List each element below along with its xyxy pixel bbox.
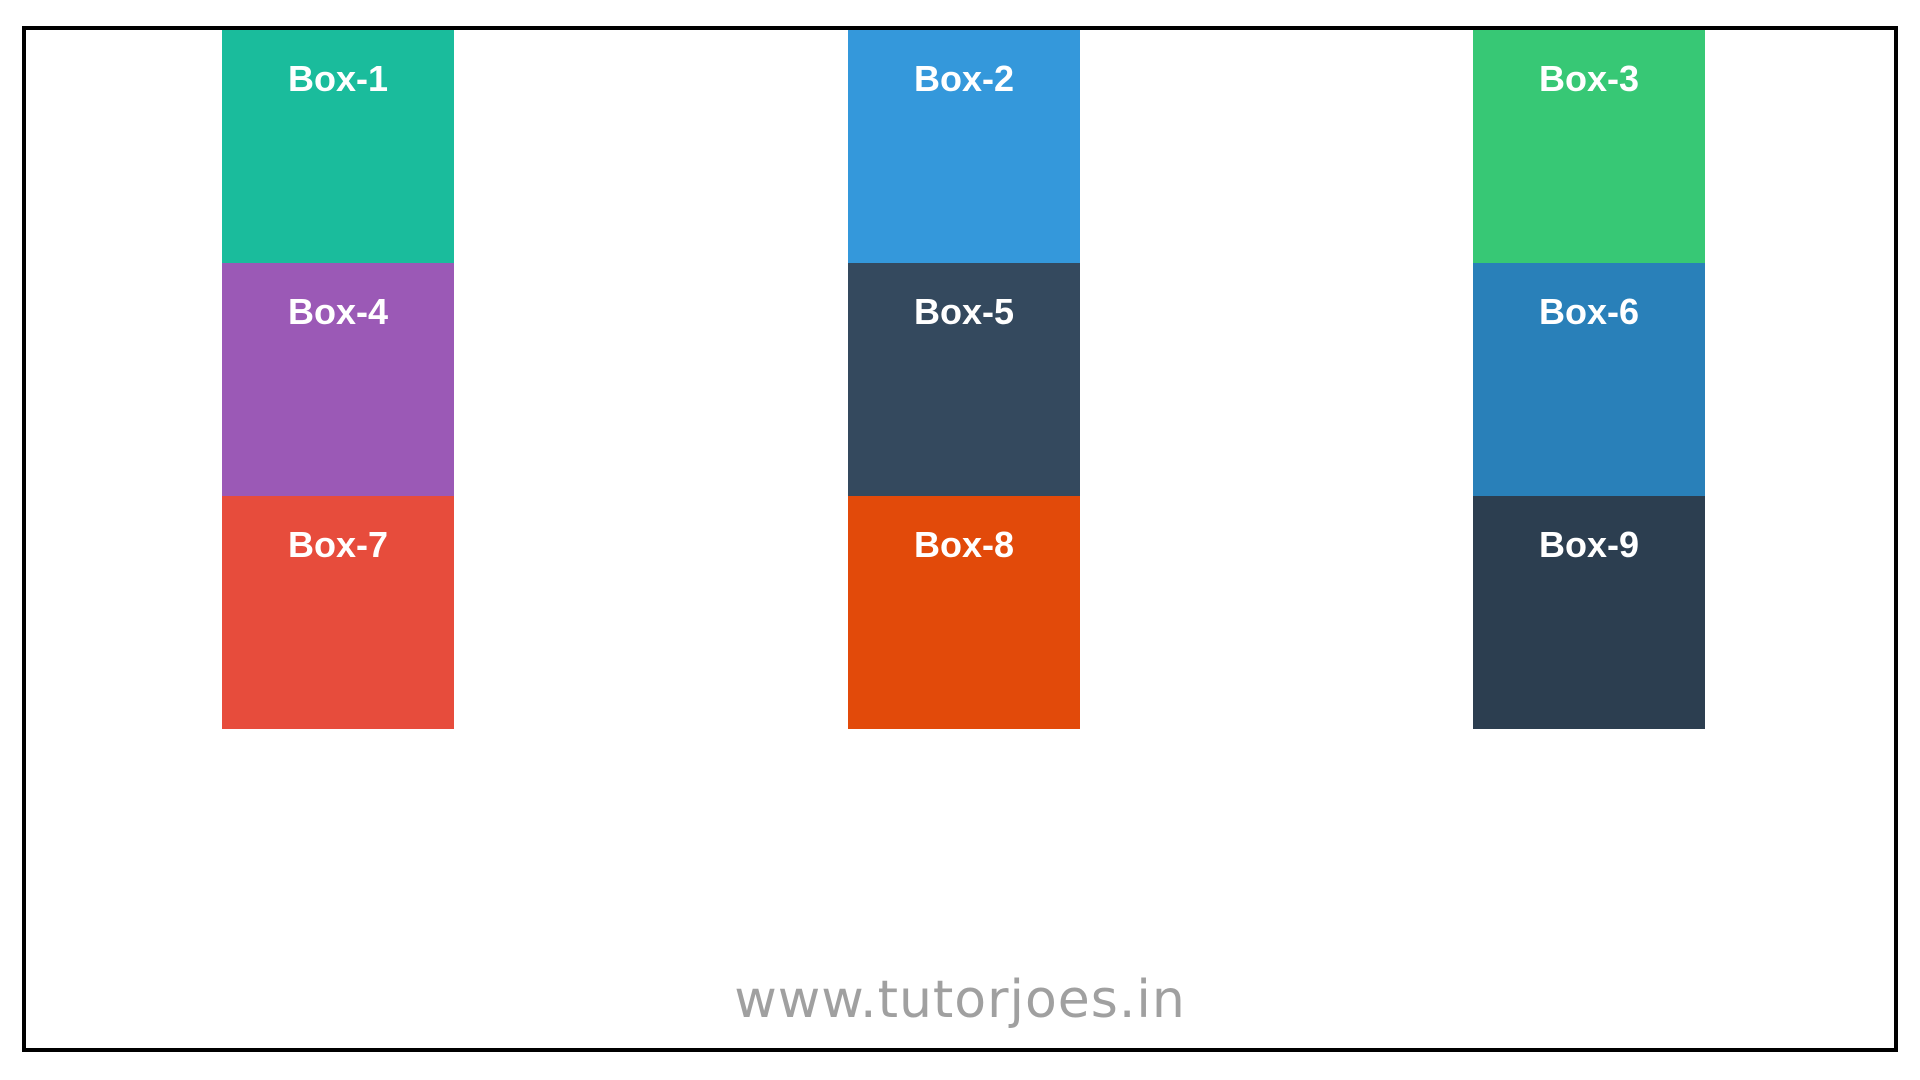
box-4: Box-4 <box>222 263 454 496</box>
box-9: Box-9 <box>1473 496 1705 729</box>
box-1: Box-1 <box>222 30 454 263</box>
box-6: Box-6 <box>1473 263 1705 496</box>
page-frame: Box-1 Box-2 Box-3 Box-4 Box-5 Box-6 Box-… <box>22 26 1898 1052</box>
box-8: Box-8 <box>848 496 1080 729</box>
site-watermark: www.tutorjoes.in <box>734 970 1186 1030</box>
box-grid: Box-1 Box-2 Box-3 Box-4 Box-5 Box-6 Box-… <box>26 30 1894 1048</box>
box-2: Box-2 <box>848 30 1080 263</box>
box-5: Box-5 <box>848 263 1080 496</box>
box-7: Box-7 <box>222 496 454 729</box>
box-3: Box-3 <box>1473 30 1705 263</box>
